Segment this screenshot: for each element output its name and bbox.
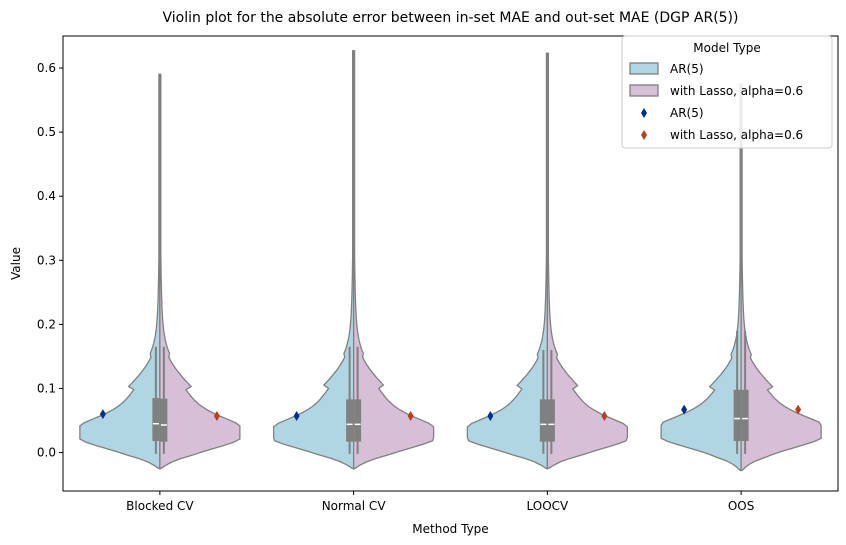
legend: Model Type AR(5) with Lasso, alpha=0.6 AR(5… — [621, 35, 833, 149]
legend-label-3: with Lasso, alpha=0.6 — [670, 128, 803, 142]
legend-box — [621, 35, 833, 149]
legend-patch-ar5 — [629, 62, 659, 75]
legend-marker-lasso — [641, 130, 647, 140]
violin-ar5-0 — [79, 73, 161, 470]
violin-ar5-1 — [272, 50, 355, 470]
x-axis: Blocked CV Normal CV LOOCV OOS — [126, 491, 754, 513]
chart-title: Violin plot for the absolute error betwe… — [163, 10, 739, 26]
violin-lasso-1 — [352, 50, 435, 470]
iqr-box-0-1 — [346, 399, 354, 442]
violin-lasso-0 — [159, 73, 241, 470]
y-tick-label-3: 0.3 — [37, 253, 56, 267]
y-tick-label-4: 0.4 — [37, 189, 56, 203]
mean-marker-lasso-2 — [601, 411, 608, 422]
mean-marker-ar5-1 — [293, 411, 300, 422]
violin-ar5-2 — [466, 52, 549, 470]
legend-marker-ar5 — [641, 108, 647, 118]
iqr-box-0-2 — [539, 399, 547, 442]
x-tick-label-3: OOS — [728, 499, 755, 513]
iqr-box-1-1 — [354, 399, 362, 442]
legend-label-1: with Lasso, alpha=0.6 — [670, 84, 803, 98]
y-axis-label: Value — [9, 247, 23, 280]
plot-frame — [62, 35, 839, 492]
iqr-box-0-3 — [733, 389, 741, 442]
plot-area — [62, 35, 839, 492]
legend-patch-lasso — [629, 84, 659, 97]
mean-marker-ar5-2 — [487, 411, 494, 422]
legend-label-0: AR(5) — [670, 62, 704, 76]
y-tick-label-1: 0.1 — [37, 381, 56, 395]
iqr-box-1-2 — [547, 399, 555, 442]
mean-marker-ar5-3 — [681, 404, 688, 415]
y-tick-label-0: 0.0 — [37, 446, 56, 460]
x-tick-label-0: Blocked CV — [126, 499, 194, 513]
mean-marker-lasso-3 — [795, 404, 802, 415]
mean-marker-lasso-0 — [213, 411, 220, 422]
y-tick-label-5: 0.5 — [37, 125, 56, 139]
y-tick-label-6: 0.6 — [37, 61, 56, 75]
iqr-box-1-3 — [741, 389, 749, 442]
x-axis-label: Method Type — [412, 522, 488, 536]
iqr-box-0-0 — [152, 398, 160, 442]
y-axis: 0.0 0.1 0.2 0.3 0.4 0.5 0.6 — [37, 61, 63, 460]
mean-marker-lasso-1 — [407, 411, 414, 422]
iqr-box-1-0 — [160, 398, 168, 442]
violin-lasso-2 — [546, 52, 629, 470]
x-tick-label-1: Normal CV — [322, 499, 387, 513]
x-tick-label-2: LOOCV — [527, 499, 570, 513]
y-tick-label-2: 0.2 — [37, 317, 56, 331]
legend-title: Model Type — [693, 41, 760, 55]
legend-label-2: AR(5) — [670, 106, 704, 120]
mean-marker-ar5-0 — [99, 409, 106, 420]
